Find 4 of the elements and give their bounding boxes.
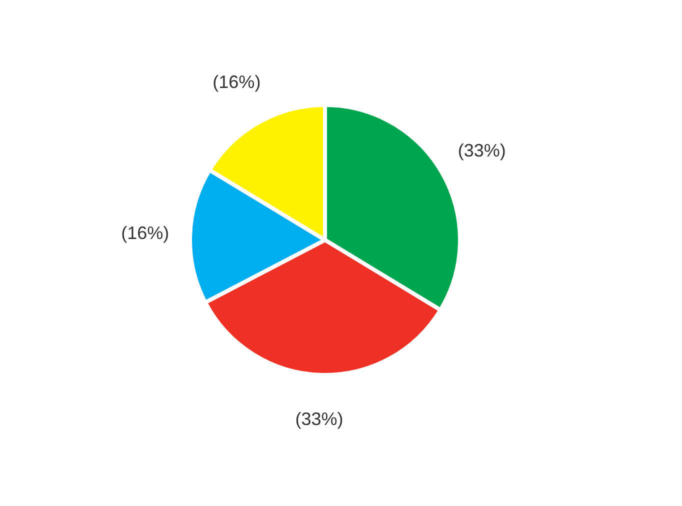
data-label: (16%) (212, 72, 261, 92)
data-label: (33%) (295, 408, 344, 429)
data-label: (33%) (458, 140, 506, 161)
data-label: (16%) (121, 223, 170, 244)
